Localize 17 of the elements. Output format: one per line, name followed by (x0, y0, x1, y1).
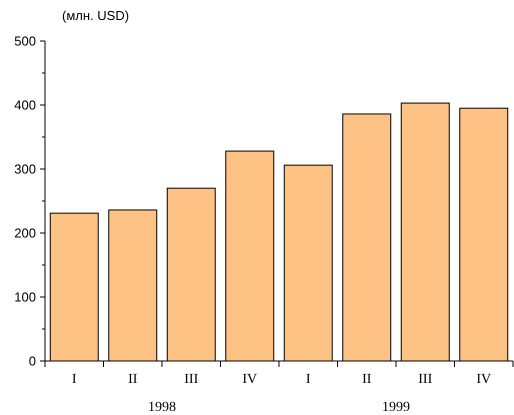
x-tick-label: I (306, 372, 311, 387)
x-tick-label: III (418, 372, 433, 387)
y-tick-label: 300 (14, 162, 36, 177)
x-tick-label: III (184, 372, 199, 387)
x-tick-label: II (128, 372, 138, 387)
text: 1998 (148, 400, 176, 415)
y-tick-label: 500 (14, 34, 36, 49)
x-tick-label: IV (476, 372, 492, 387)
y-tick-label: 400 (14, 98, 36, 113)
y-axis-title: (млн. USD) (62, 8, 130, 23)
y-tick-label: 200 (14, 226, 36, 241)
x-tick-label: II (362, 372, 372, 387)
x-tick-label: IV (242, 372, 258, 387)
y-tick-label: 0 (28, 354, 36, 369)
y-tick-label: 100 (14, 290, 36, 305)
x-tick-label: I (72, 372, 77, 387)
text: 1999 (382, 400, 410, 415)
